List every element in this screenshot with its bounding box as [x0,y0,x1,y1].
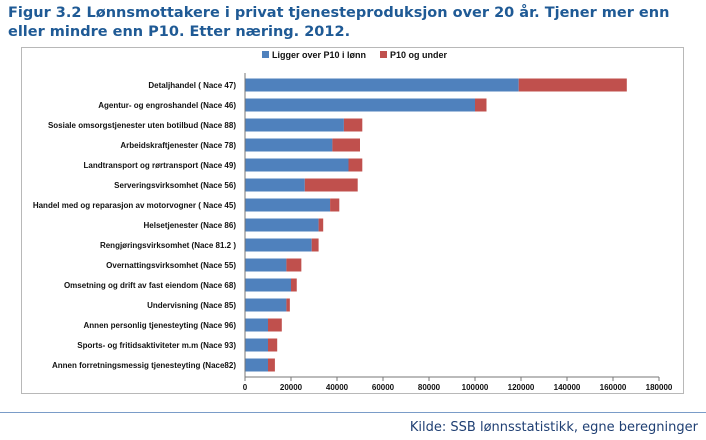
bar-segment-p10-and-under [268,338,278,352]
stacked-bar-chart: Ligger over P10 i lønn P10 og under Detalj… [33,50,673,392]
category-label: Rengjøringsvirksomhet (Nace 81.2 ) [100,241,236,250]
bar-segment-p10-and-under [286,298,290,312]
bar-segment-above-p10 [245,98,475,112]
bar-segment-above-p10 [245,358,268,372]
bar-segment-p10-and-under [330,198,340,212]
category-label: Annen personlig tjenesteyting (Nace 96) [84,321,237,330]
bar-segment-above-p10 [245,338,268,352]
category-label: Landtransport og rørtransport (Nace 49) [84,161,237,170]
category-label: Omsetning og drift av fast eiendom (Nace… [64,281,236,290]
bar-segment-p10-and-under [311,238,319,252]
category-label: Arbeidskraftjenester (Nace 78) [120,141,236,150]
legend-label: Ligger over P10 i lønn [272,50,366,60]
bar-segment-above-p10 [245,118,344,132]
category-label: Serveringsvirksomhet (Nace 56) [114,181,236,190]
bar-segment-p10-and-under [304,178,358,192]
legend-swatch [262,51,269,58]
legend-label: P10 og under [390,50,448,60]
bar-segment-above-p10 [245,258,287,272]
bar-segment-p10-and-under [268,358,275,372]
bar-segment-above-p10 [245,78,519,92]
bar-segment-p10-and-under [286,258,302,272]
category-label: Undervisning (Nace 85) [147,301,236,310]
category-label: Handel med og reparasjon av motorvogner … [33,201,237,210]
bar-segment-p10-and-under [291,278,297,292]
bar-segment-above-p10 [245,198,331,212]
x-tick-label: 100000 [462,383,489,392]
category-label: Agentur- og engroshandel (Nace 46) [98,101,236,110]
bar-segment-p10-and-under [343,118,363,132]
bar-segment-p10-and-under [318,218,324,232]
x-tick-label: 60000 [372,383,395,392]
x-tick-label: 20000 [280,383,303,392]
bar-segment-above-p10 [245,138,333,152]
bar-segment-above-p10 [245,178,305,192]
category-label: Annen forretningsmessig tjenesteyting (N… [52,361,236,370]
bar-segment-p10-and-under [475,98,487,112]
bar-segment-p10-and-under [268,318,282,332]
footer-rule [0,412,706,413]
x-tick-label: 120000 [508,383,535,392]
bar-segment-p10-and-under [332,138,360,152]
bar-segment-above-p10 [245,218,319,232]
bar-segment-above-p10 [245,238,312,252]
bar-segment-above-p10 [245,318,268,332]
category-label: Helsetjenester (Nace 86) [144,221,237,230]
bar-segment-above-p10 [245,158,349,172]
bar-segment-p10-and-under [518,78,627,92]
x-tick-label: 0 [243,383,248,392]
x-tick-label: 160000 [600,383,627,392]
category-label: Sosiale omsorgstjenester uten botilbud (… [48,121,236,130]
category-label: Overnattingsvirksomhet (Nace 55) [106,261,236,270]
x-tick-label: 180000 [646,383,673,392]
category-label: Sports- og fritidsaktiviteter m.m (Nace … [77,341,236,350]
category-label: Detaljhandel ( Nace 47) [148,81,236,90]
x-tick-label: 40000 [326,383,349,392]
source-note: Kilde: SSB lønnsstatistikk, egne beregni… [409,420,698,435]
x-tick-label: 80000 [418,383,441,392]
legend-swatch [380,51,387,58]
bar-segment-above-p10 [245,278,291,292]
bar-segment-p10-and-under [348,158,363,172]
figure-title: Figur 3.2 Lønnsmottakere i privat tjenes… [8,5,670,40]
x-tick-label: 140000 [554,383,581,392]
bar-segment-above-p10 [245,298,287,312]
